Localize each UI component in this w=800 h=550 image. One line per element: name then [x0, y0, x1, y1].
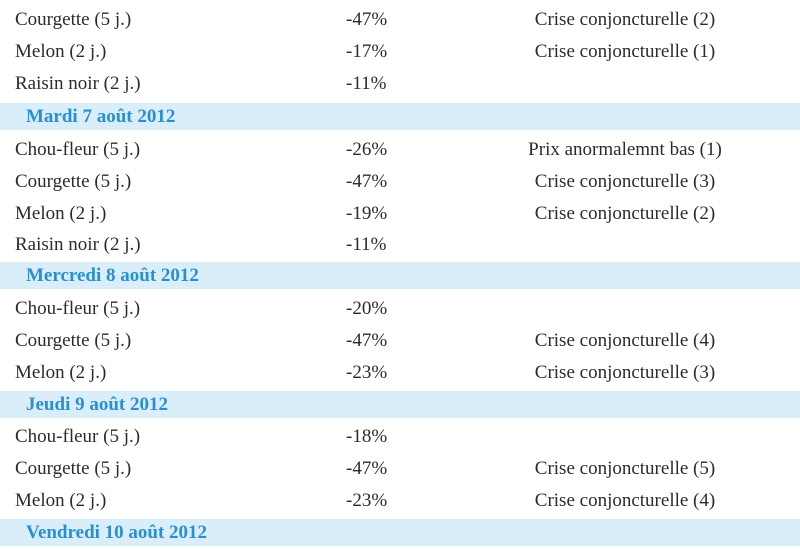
table-row: Melon (2 j.) -23% Crise conjoncturelle (…	[0, 357, 800, 389]
product-name: Courgette (5 j.)	[15, 458, 132, 479]
table-row: Courgette (5 j.) -47% Crise conjoncturel…	[0, 453, 800, 485]
product-name: Raisin noir (2 j.)	[15, 234, 141, 255]
price-change: -20%	[346, 298, 388, 319]
product-name: Chou-fleur (5 j.)	[15, 139, 141, 160]
market-status: Crise conjoncturelle (4)	[534, 490, 716, 511]
market-status	[499, 293, 751, 325]
table-row: Melon (2 j.) -19% Crise conjoncturelle (…	[0, 198, 800, 230]
date-header: Mercredi 8 août 2012	[0, 262, 800, 289]
date-label: Vendredi 10 août 2012	[26, 522, 208, 543]
product-name: Melon (2 j.)	[15, 41, 107, 62]
market-status: Crise conjoncturelle (3)	[534, 362, 716, 383]
price-change: -47%	[346, 171, 388, 192]
market-status: Crise conjoncturelle (4)	[534, 330, 716, 351]
market-status: Crise conjoncturelle (1)	[534, 41, 716, 62]
table-row: Melon (2 j.) -23% Crise conjoncturelle (…	[0, 485, 800, 517]
price-change: -11%	[346, 73, 387, 94]
product-name: Melon (2 j.)	[15, 203, 107, 224]
price-change: -23%	[346, 490, 388, 511]
product-name: Courgette (5 j.)	[15, 171, 132, 192]
market-status: Crise conjoncturelle (2)	[534, 9, 716, 30]
market-status: Crise conjoncturelle (2)	[534, 203, 716, 224]
date-label: Mercredi 8 août 2012	[26, 265, 199, 286]
table-row: Chou-fleur (5 j.) -18%	[0, 421, 800, 453]
date-header: Vendredi 10 août 2012	[0, 519, 800, 546]
table-row: Courgette (5 j.) -47% Crise conjoncturel…	[0, 325, 800, 357]
table-row: Raisin noir (2 j.) -11%	[0, 229, 800, 261]
market-status: Crise conjoncturelle (5)	[534, 458, 716, 479]
date-label: Jeudi 9 août 2012	[26, 394, 168, 415]
price-change: -47%	[346, 9, 388, 30]
table-row: Chou-fleur (5 j.) -26% Prix anormalemnt …	[0, 134, 800, 166]
price-change: -18%	[346, 426, 388, 447]
date-label: Mardi 7 août 2012	[26, 106, 176, 127]
price-change: -19%	[346, 203, 388, 224]
price-change: -47%	[346, 330, 388, 351]
product-name: Melon (2 j.)	[15, 362, 107, 383]
price-change: -26%	[346, 139, 388, 160]
product-name: Courgette (5 j.)	[15, 9, 132, 30]
price-change: -17%	[346, 41, 388, 62]
market-status: Crise conjoncturelle (3)	[534, 171, 716, 192]
product-name: Melon (2 j.)	[15, 490, 107, 511]
product-name: Raisin noir (2 j.)	[15, 73, 141, 94]
product-name: Courgette (5 j.)	[15, 330, 132, 351]
table-row: Chou-fleur (5 j.) -20%	[0, 293, 800, 325]
price-change: -23%	[346, 362, 388, 383]
date-header: Mardi 7 août 2012	[0, 103, 800, 130]
price-change: -11%	[346, 234, 387, 255]
table-row: Melon (2 j.) -17% Crise conjoncturelle (…	[0, 36, 800, 68]
table-row: Courgette (5 j.) -47% Crise conjoncturel…	[0, 4, 800, 36]
table-row: Courgette (5 j.) -47% Crise conjoncturel…	[0, 166, 800, 198]
date-header: Jeudi 9 août 2012	[0, 391, 800, 418]
price-change: -47%	[346, 458, 388, 479]
market-status	[499, 421, 751, 453]
product-name: Chou-fleur (5 j.)	[15, 426, 141, 447]
market-status	[499, 68, 751, 100]
product-name: Chou-fleur (5 j.)	[15, 298, 141, 319]
market-status	[499, 229, 751, 261]
market-status: Prix anormalemnt bas (1)	[528, 139, 722, 160]
table-row: Raisin noir (2 j.) -11%	[0, 68, 800, 100]
